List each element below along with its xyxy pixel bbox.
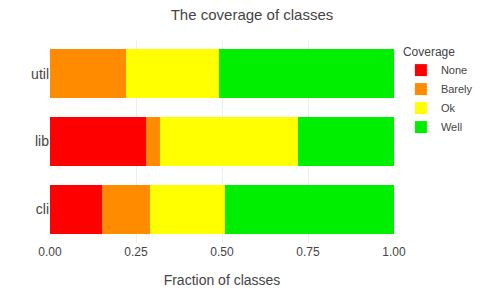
svg-text:0.00: 0.00 bbox=[38, 245, 62, 259]
svg-text:Coverage: Coverage bbox=[403, 45, 455, 59]
svg-text:The coverage of classes: The coverage of classes bbox=[171, 6, 334, 23]
svg-text:Fraction of classes: Fraction of classes bbox=[164, 272, 281, 288]
svg-text:Ok: Ok bbox=[441, 102, 456, 114]
svg-text:cli: cli bbox=[36, 201, 49, 217]
svg-text:Barely: Barely bbox=[441, 83, 473, 95]
svg-text:util: util bbox=[31, 66, 49, 82]
svg-text:0.25: 0.25 bbox=[124, 245, 148, 259]
svg-text:0.75: 0.75 bbox=[296, 245, 320, 259]
svg-text:0.50: 0.50 bbox=[210, 245, 234, 259]
svg-text:lib: lib bbox=[35, 133, 49, 149]
svg-text:Well: Well bbox=[441, 121, 462, 133]
svg-text:1.00: 1.00 bbox=[382, 245, 406, 259]
svg-text:None: None bbox=[441, 64, 467, 76]
